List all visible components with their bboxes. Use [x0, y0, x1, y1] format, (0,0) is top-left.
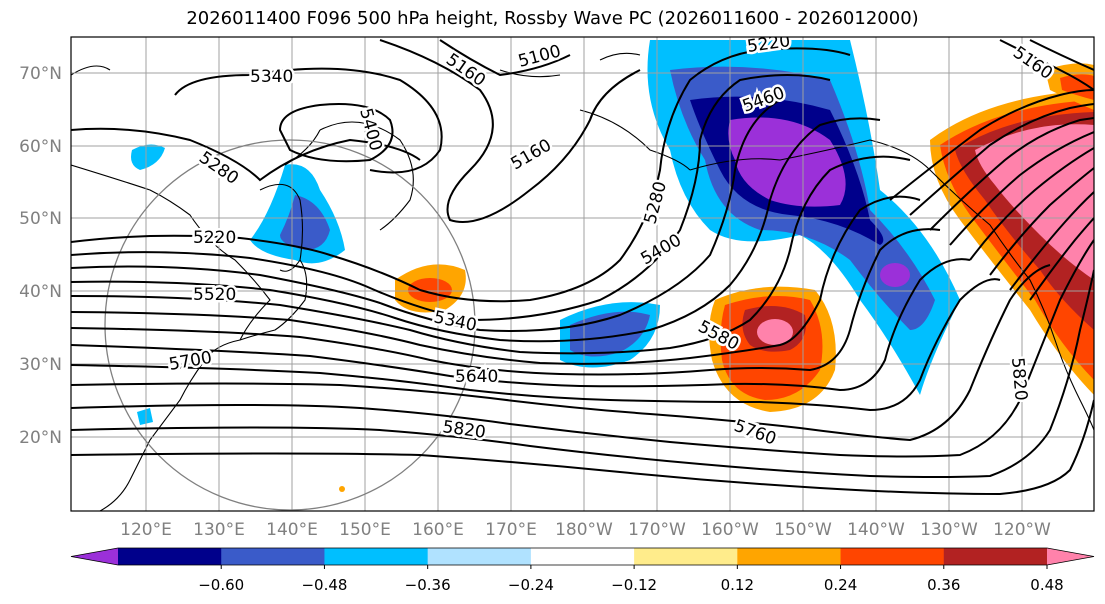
- lat-label: 50°N: [19, 209, 62, 229]
- lat-label: 60°N: [19, 137, 62, 157]
- height-contours: [71, 39, 1094, 496]
- colorbar-outline: [70, 547, 1095, 566]
- colorbar-tick-label: 0.48: [1030, 576, 1063, 594]
- latitude-labels: 70°N 60°N 50°N 40°N 30°N 20°N: [19, 64, 62, 448]
- lon-label: 130°W: [920, 520, 978, 540]
- region-circle: [104, 139, 476, 511]
- colorbar-segment: [324, 548, 429, 565]
- lon-label: 170°W: [628, 520, 686, 540]
- lat-label: 40°N: [19, 282, 62, 302]
- lat-lon-grid: [71, 37, 1094, 511]
- map-title: 2026011400 F096 500 hPa height, Rossby W…: [186, 8, 919, 29]
- anomaly-shading: [131, 40, 1094, 492]
- colorbar-tick-label: 0.24: [824, 576, 857, 594]
- colorbar-segment: [427, 548, 532, 565]
- colorbar-extend-high: [1047, 548, 1094, 565]
- colorbar-tick-label: −0.60: [198, 576, 244, 594]
- colorbar: [70, 547, 1095, 566]
- colorbar-ticks: −0.60 −0.48 −0.36 −0.24 −0.12 0.12 0.24 0.36 0.4…: [198, 565, 1064, 594]
- colorbar-segment: [943, 548, 1048, 565]
- colorbar-tick-label: −0.12: [611, 576, 657, 594]
- lon-label: 160°W: [701, 520, 759, 540]
- negative-anomaly-small-core: [880, 263, 910, 287]
- contour-label: 5520: [193, 285, 236, 305]
- colorbar-tick-label: 0.12: [721, 576, 754, 594]
- lon-label: 120°W: [993, 520, 1051, 540]
- contour-label: 5340: [250, 67, 293, 87]
- lon-label: 180°W: [555, 520, 613, 540]
- lon-label: 160°E: [412, 520, 464, 540]
- colorbar-segment: [118, 548, 222, 565]
- lat-label: 70°N: [19, 64, 62, 84]
- colorbar-segment: [221, 548, 325, 565]
- negative-anomaly-small: [131, 144, 165, 170]
- contour-label: 5220: [193, 228, 236, 248]
- colorbar-segment: [737, 548, 842, 565]
- lon-label: 120°E: [120, 520, 172, 540]
- colorbar-tick-label: −0.48: [301, 576, 347, 594]
- lon-label: 130°E: [193, 520, 245, 540]
- colorbar-tick-label: 0.36: [927, 576, 960, 594]
- colorbar-tick-label: −0.36: [405, 576, 451, 594]
- lat-label: 30°N: [19, 355, 62, 375]
- colorbar-segment: [530, 548, 635, 565]
- colorbar-extend-low: [71, 548, 118, 565]
- lon-label: 150°W: [774, 520, 832, 540]
- lon-label: 140°E: [266, 520, 318, 540]
- lon-label: 170°E: [485, 520, 537, 540]
- contour-label: 5640: [455, 367, 498, 387]
- lon-label: 140°W: [847, 520, 905, 540]
- lon-label: 150°E: [339, 520, 391, 540]
- colorbar-tick-label: −0.24: [508, 576, 554, 594]
- lat-label: 20°N: [19, 428, 62, 448]
- map-frame: [70, 36, 1095, 512]
- colorbar-segment: [840, 548, 945, 565]
- longitude-labels: 120°E 130°E 140°E 150°E 160°E 170°E 180°…: [120, 520, 1051, 540]
- contour-label: 5820: [1007, 357, 1031, 402]
- colorbar-segment: [634, 548, 738, 565]
